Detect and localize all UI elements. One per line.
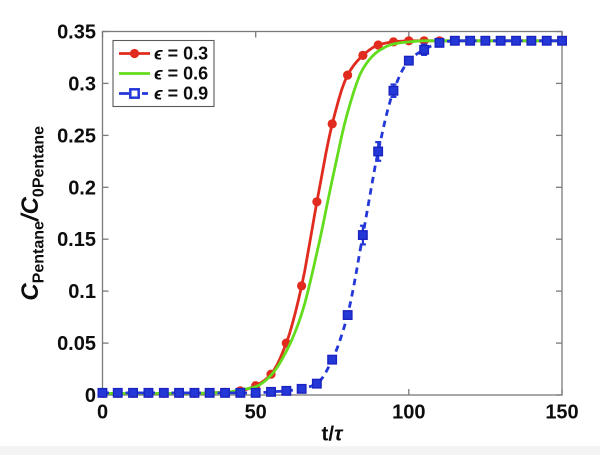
svg-text:ϵ = 0.6: ϵ = 0.6 bbox=[154, 64, 208, 84]
svg-text:150: 150 bbox=[545, 402, 578, 424]
svg-text:ϵ = 0.9: ϵ = 0.9 bbox=[154, 84, 208, 104]
svg-text:0.05: 0.05 bbox=[57, 333, 96, 355]
svg-text:0.2: 0.2 bbox=[68, 177, 96, 199]
svg-text:0.3: 0.3 bbox=[68, 73, 96, 95]
svg-text:0.1: 0.1 bbox=[68, 281, 96, 303]
svg-text:t/τ: t/τ bbox=[322, 423, 345, 446]
svg-text:CPentane/C0Pentane: CPentane/C0Pentane bbox=[17, 126, 48, 301]
svg-text:100: 100 bbox=[392, 402, 425, 424]
svg-text:0.15: 0.15 bbox=[57, 229, 96, 251]
svg-text:0.35: 0.35 bbox=[57, 22, 96, 44]
svg-text:0: 0 bbox=[97, 402, 108, 424]
svg-text:0.25: 0.25 bbox=[57, 125, 96, 147]
svg-text:50: 50 bbox=[245, 402, 267, 424]
svg-text:ϵ = 0.3: ϵ = 0.3 bbox=[154, 44, 208, 64]
svg-text:0: 0 bbox=[85, 385, 96, 407]
